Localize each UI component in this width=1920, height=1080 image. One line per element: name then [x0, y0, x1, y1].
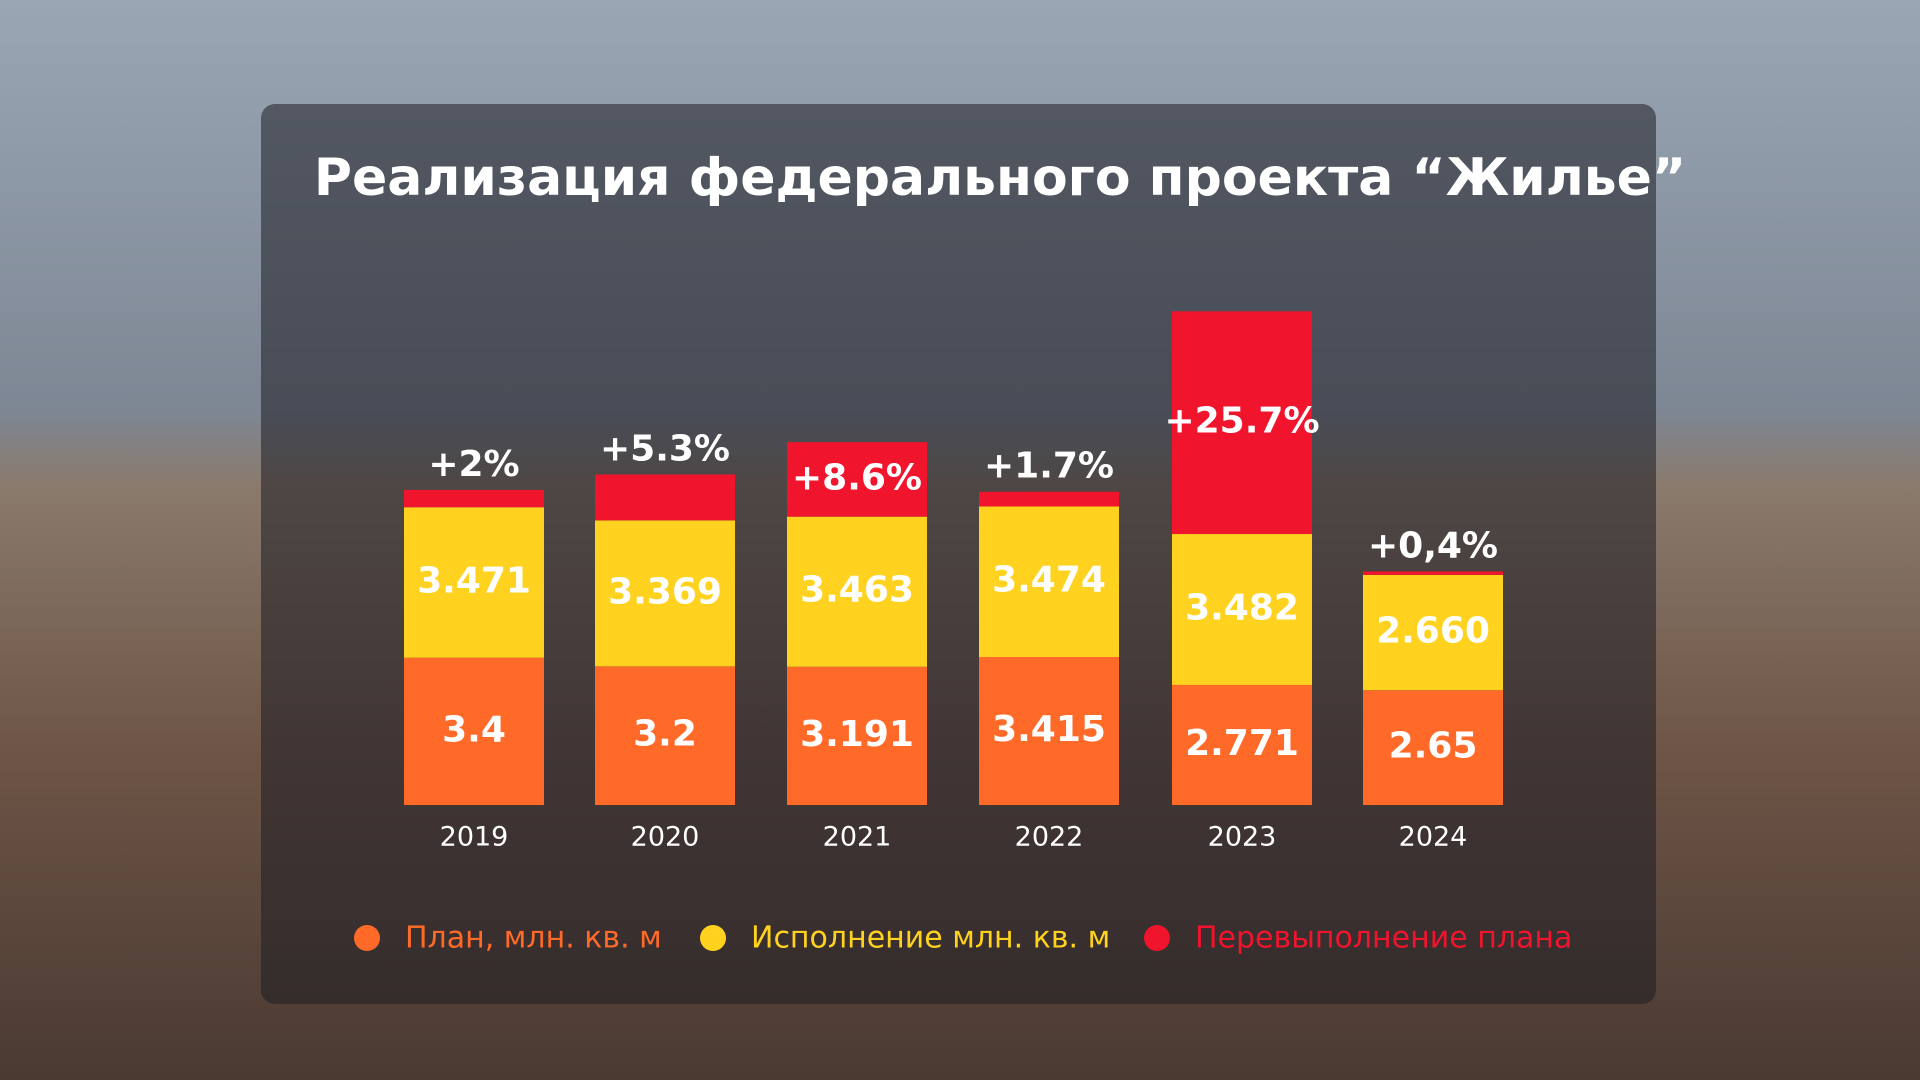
- bar-segment: [979, 506, 1119, 658]
- legend-marker: [354, 925, 380, 951]
- value-label: +25.7%: [1164, 401, 1319, 442]
- value-label: +5.3%: [600, 428, 730, 469]
- x-tick-label: 2024: [1399, 822, 1468, 853]
- bar-segment: [1363, 571, 1503, 575]
- bar-segment: [404, 489, 544, 508]
- bar-segment: [404, 507, 544, 658]
- value-label: 3.463: [800, 570, 914, 611]
- chart-title: Реализация федерального проекта “Жилье”: [314, 148, 1686, 208]
- value-label: 3.191: [800, 714, 914, 755]
- bar-segment: [787, 516, 927, 667]
- legend-label: Перевыполнение плана: [1195, 921, 1572, 956]
- bar-segment: [1363, 574, 1503, 691]
- legend-label: Исполнение млн. кв. м: [751, 921, 1110, 956]
- bar-segment: [979, 491, 1119, 507]
- value-label: 3.415: [992, 709, 1106, 750]
- value-label: +1.7%: [984, 446, 1114, 487]
- bar-segment: [787, 666, 927, 805]
- value-label: 2.771: [1185, 723, 1299, 764]
- value-label: +0,4%: [1368, 525, 1498, 566]
- legend-marker: [1144, 925, 1170, 951]
- x-tick-label: 2019: [440, 822, 509, 853]
- bar-segment: [1172, 684, 1312, 805]
- value-label: 3.2: [633, 714, 697, 755]
- bar-segment: [1172, 311, 1312, 535]
- x-tick-label: 2021: [823, 822, 892, 853]
- x-tick-label: 2023: [1208, 822, 1277, 853]
- bar-segment: [979, 657, 1119, 805]
- value-label: +8.6%: [792, 457, 922, 498]
- value-label: 3.4: [442, 709, 506, 750]
- value-label: 3.471: [417, 560, 531, 601]
- x-tick-label: 2020: [631, 822, 700, 853]
- bar-segment: [595, 474, 735, 521]
- legend-marker: [700, 925, 726, 951]
- x-tick-label: 2022: [1015, 822, 1084, 853]
- value-label: 2.65: [1389, 726, 1478, 767]
- bar-segment: [1363, 690, 1503, 805]
- bar-segment: [595, 520, 735, 667]
- bar-segment: [787, 442, 927, 517]
- bar-segment: [1172, 534, 1312, 685]
- bar-segment: [595, 666, 735, 805]
- value-label: +2%: [428, 444, 519, 485]
- bar-segment: [404, 657, 544, 805]
- value-label: 3.482: [1185, 587, 1299, 628]
- legend: План, млн. кв. м Исполнение млн. кв. м Пер…: [354, 921, 1572, 956]
- value-label: 3.369: [608, 571, 722, 612]
- legend-label: План, млн. кв. м: [405, 921, 662, 956]
- value-label: 3.474: [992, 560, 1106, 601]
- value-label: 2.660: [1376, 611, 1490, 652]
